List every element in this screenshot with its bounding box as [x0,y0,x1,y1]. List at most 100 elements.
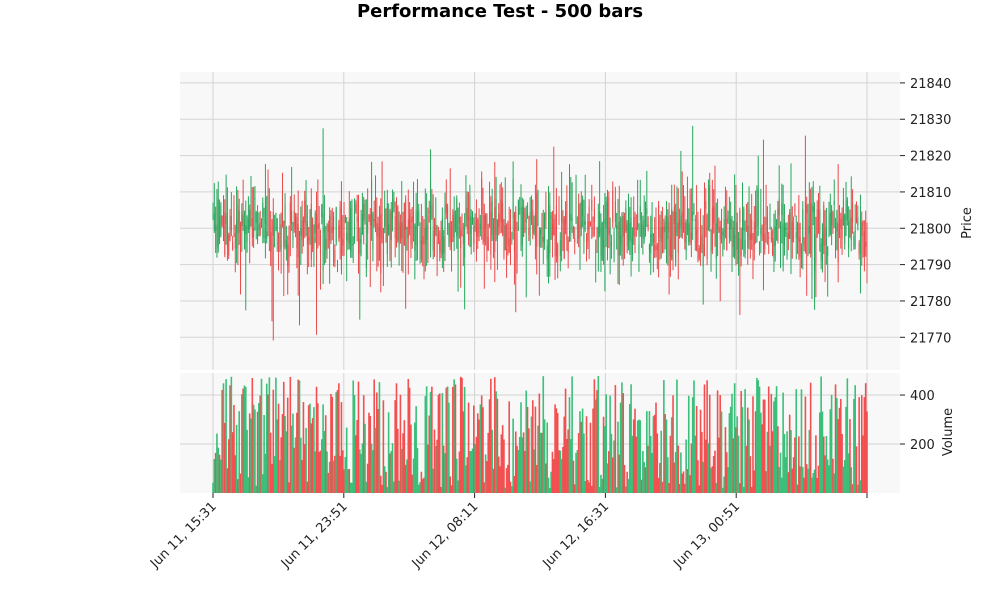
volume-bar [458,451,461,493]
candle-body [697,220,699,242]
volume-bar [653,414,656,493]
volume-bar [352,380,355,493]
candle-body [538,229,540,247]
volume-bar [424,396,427,493]
volume-bar [427,444,429,493]
candle-body [489,202,491,226]
candle-body [563,217,565,259]
volume-bar [421,479,424,493]
volume-bar [636,420,639,493]
candle-body [578,204,580,239]
volume-bar [258,403,260,493]
candle-body [427,216,429,259]
candle-body [837,223,839,263]
volume-bar [223,422,226,493]
candle-body [521,207,523,246]
candle-body [338,225,340,238]
candle-body [453,211,455,238]
volume-bar [622,393,625,493]
volume-bar [699,409,702,493]
volume-bar [589,422,592,493]
volume-bar [666,457,669,493]
candle-body [275,226,277,229]
volume-bars [212,376,868,493]
candle-body [544,212,546,244]
candle-body [536,192,538,248]
candle-body [516,232,518,260]
volume-bar [428,415,431,493]
volume-bar [521,437,524,493]
candle-body [461,223,463,236]
volume-bar [819,412,821,493]
candle-body [701,234,703,246]
volume-bar [763,399,766,493]
volume-bar [754,411,757,493]
volume-bar [373,379,376,493]
volume-bar [656,433,659,493]
candle-body [736,222,738,250]
volume-bar [411,474,414,493]
candle-body [643,219,645,240]
volume-bar [376,392,378,493]
volume-bar [381,484,383,493]
candle-body [595,251,597,253]
volume-bar [782,392,784,493]
volume-bar [517,449,520,493]
candle-body [554,226,556,257]
volume-bar [800,389,803,493]
volume-bar [533,449,535,493]
volume-bar [436,439,438,493]
volume-bar [505,468,508,493]
candle-body [650,234,652,254]
candle-body [612,190,614,224]
candle-body [673,206,675,225]
volume-bar [402,433,404,493]
volume-bar [431,386,433,493]
candle-body [361,214,363,234]
volume-bar [503,439,505,493]
candle-body [565,211,567,225]
candle-body [658,204,660,238]
volume-bar [766,431,769,493]
candle-body [718,228,720,233]
volume-bar [360,453,362,493]
candle-body [403,203,405,245]
candle-body [334,250,336,264]
candle-body [676,206,678,233]
candle-body [639,206,641,220]
candle-body [783,221,785,246]
volume-bar [571,376,573,493]
volume-bar [621,382,623,493]
candle-body [490,212,492,255]
candle-body [305,196,307,227]
candle-body [322,213,324,271]
candle-body [836,221,838,232]
volume-bar [364,423,366,493]
candle-body [683,192,685,218]
volume-bar [524,450,526,493]
volume-bar [222,383,225,493]
candle-body [262,202,264,217]
candle-body [558,218,560,220]
candle-body [291,211,293,225]
volume-bar [803,477,805,493]
volume-bar [854,385,857,493]
candle-body [292,227,294,241]
candle-body [504,225,506,250]
volume-bar [845,406,847,493]
candle-body [274,243,276,248]
candle-body [831,209,833,226]
candle-body [515,211,517,231]
volume-bar [846,378,849,493]
candle-body [339,207,341,239]
candle-body [355,204,357,212]
candle-body [297,224,299,258]
candle-body [399,225,401,241]
candle-body [357,203,359,265]
volume-bar [661,481,664,493]
candle-body [253,227,255,238]
candle-body [384,208,386,227]
candle-body [346,233,348,241]
volume-bar [396,428,399,493]
volume-bar [507,464,509,493]
